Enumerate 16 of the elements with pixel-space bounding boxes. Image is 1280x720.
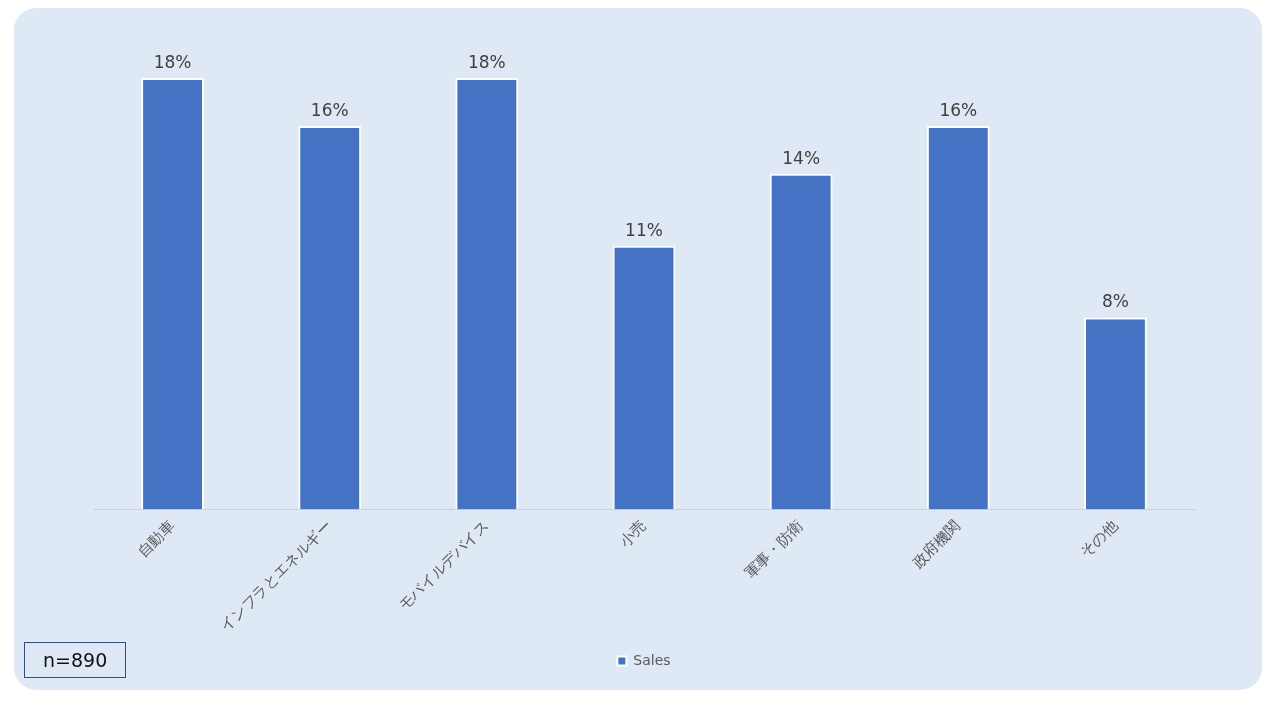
data-label: 16%	[939, 99, 978, 120]
x-tick-label: その他	[1076, 516, 1122, 561]
data-label: 16%	[310, 99, 349, 120]
text: n=890	[24, 642, 127, 678]
data-label: 14%	[782, 147, 821, 168]
x-tick-label: 政府機関	[908, 516, 964, 572]
data-label: 8%	[1101, 291, 1129, 312]
legend-label: Sales	[633, 651, 671, 668]
x-tick-label: 自動車	[133, 516, 179, 561]
data-label: 18%	[467, 51, 506, 72]
x-tick-label: モバイルデバイス	[394, 516, 493, 614]
x-tick-label: インフラとエネルギー	[216, 516, 336, 636]
x-tick-label: 小売	[615, 516, 650, 551]
data-label: 11%	[625, 219, 663, 240]
x-tick-label: 軍事・防衛	[740, 516, 807, 583]
data-label: 18%	[153, 51, 192, 72]
